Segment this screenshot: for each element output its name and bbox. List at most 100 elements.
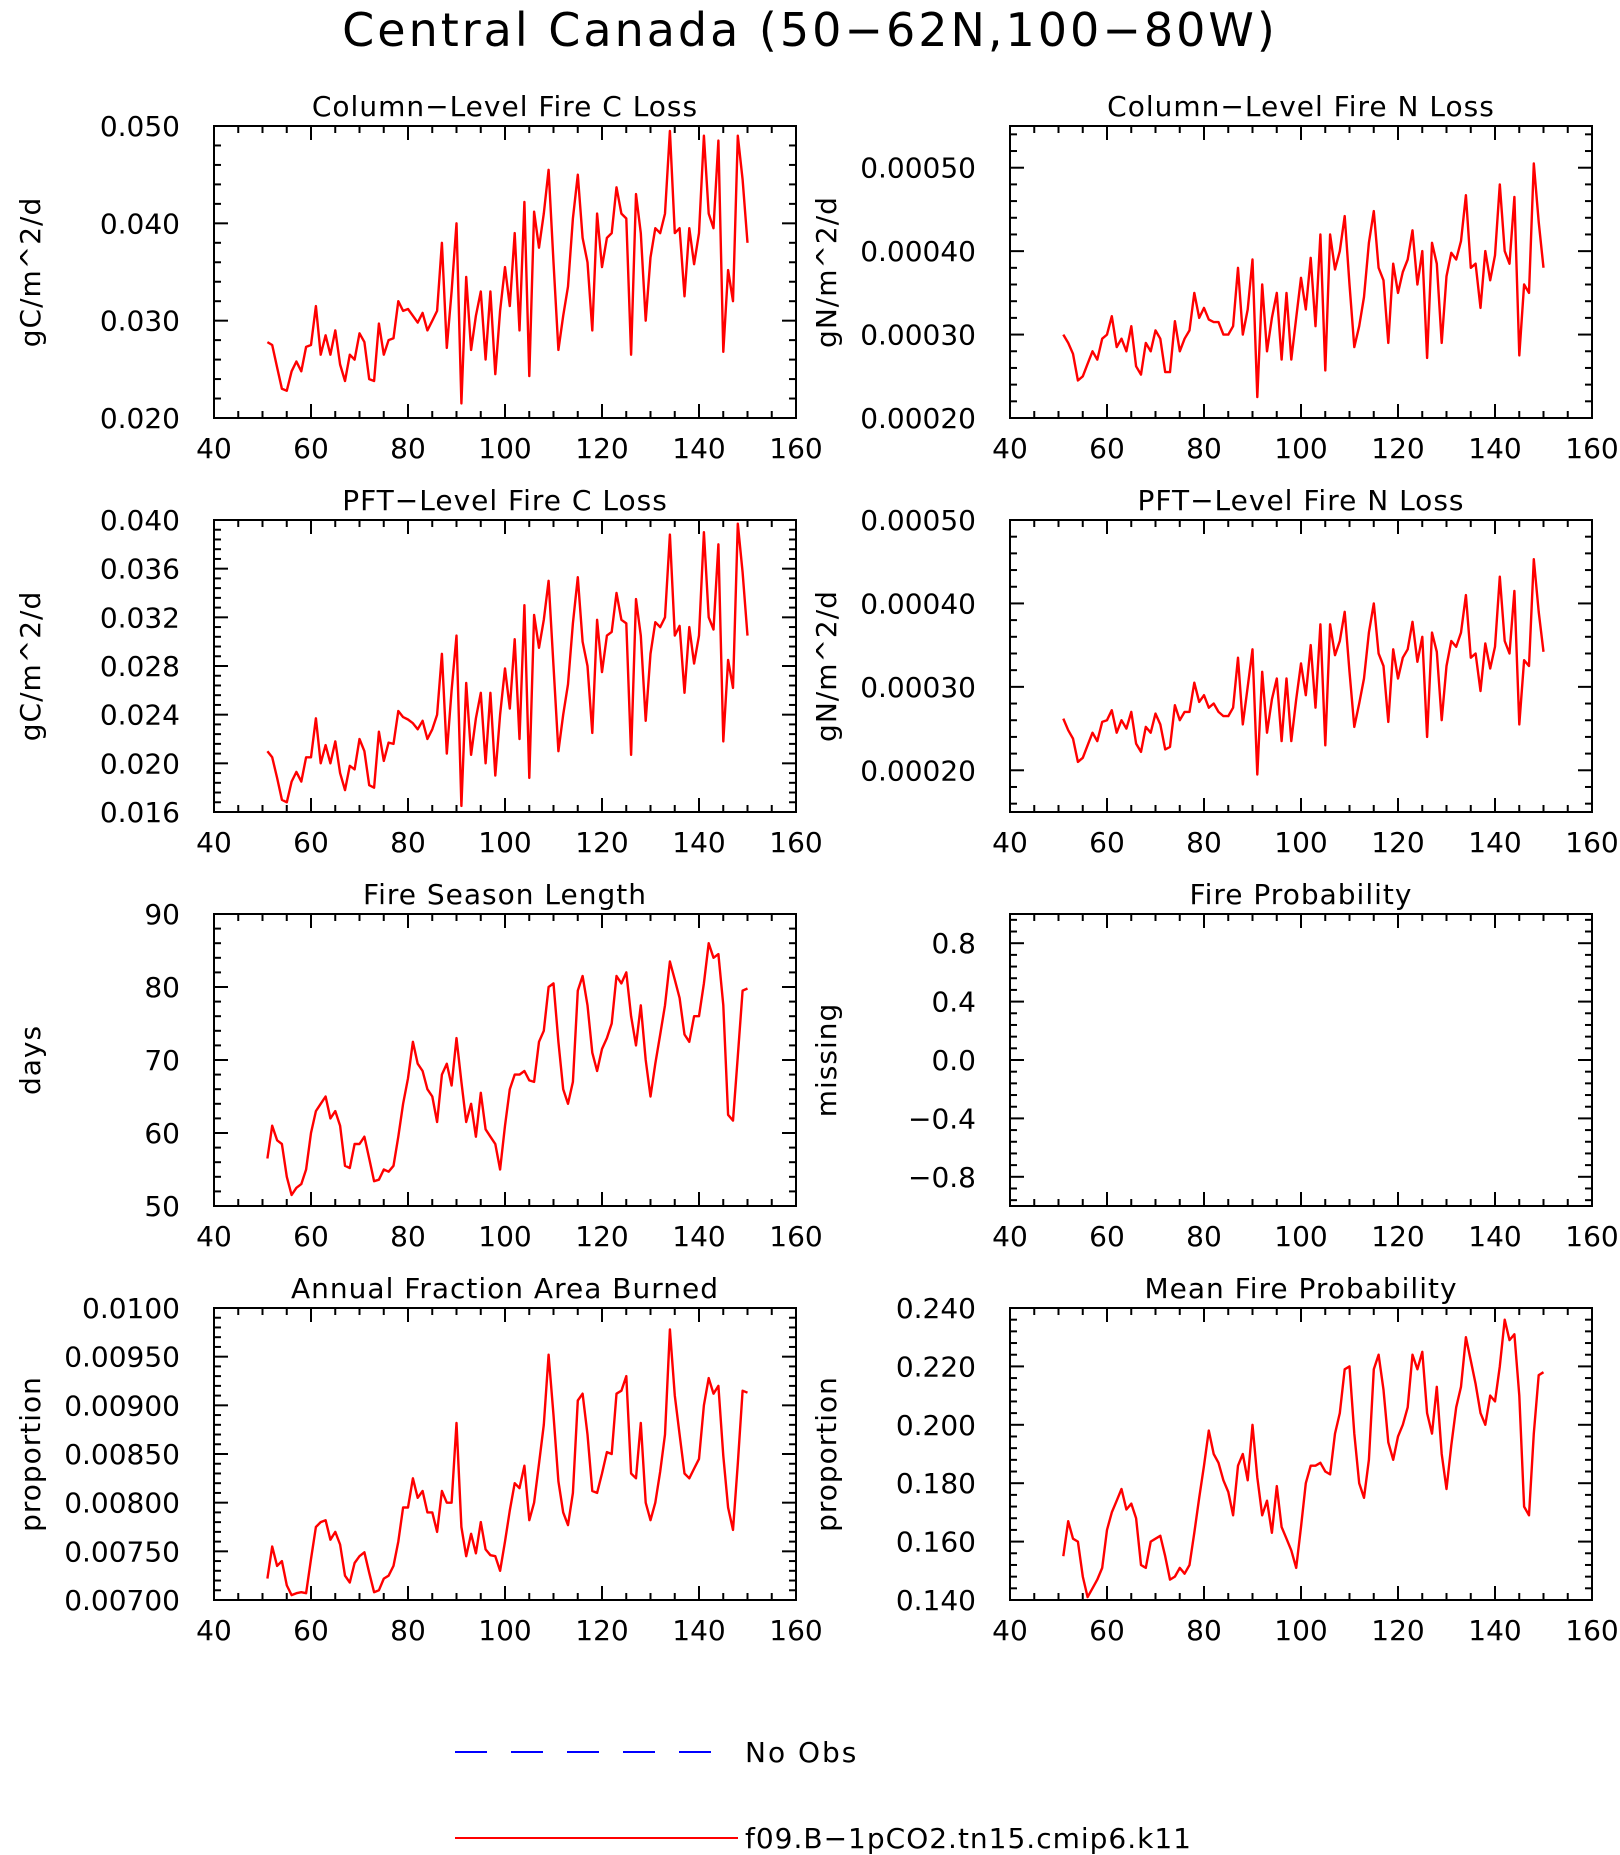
legend: No Obs f09.B−1pCO2.tn15.cmip6.k11 (455, 1736, 1192, 1855)
x-tick-label: 60 (293, 1220, 329, 1253)
plot-frame (213, 1307, 797, 1601)
x-tick-label: 160 (769, 826, 822, 859)
x-tick-label: 60 (1089, 432, 1125, 465)
x-tick-label: 60 (293, 432, 329, 465)
y-tick-label: −0.8 (908, 1161, 976, 1194)
x-tick-label: 60 (1089, 1220, 1125, 1253)
y-tick-label: 0.00050 (860, 152, 976, 185)
x-tick-label: 40 (196, 1220, 232, 1253)
y-tick-label: 0.00040 (860, 587, 976, 620)
y-axis-label: gC/m^2/d (14, 591, 47, 742)
plot-title: Fire Probability (1190, 878, 1413, 911)
x-tick-label: 120 (1371, 1220, 1424, 1253)
y-tick-label: 80 (144, 971, 180, 1004)
series-line (1062, 162, 1545, 399)
y-tick-label: 0.030 (100, 305, 180, 338)
x-tick-label: 40 (196, 1614, 232, 1647)
x-tick-label: 80 (390, 826, 426, 859)
y-tick-label: 60 (144, 1117, 180, 1150)
y-tick-label: 0.020 (100, 402, 180, 435)
y-tick-label: 0.4 (931, 986, 976, 1019)
y-axis-label: gC/m^2/d (14, 197, 47, 348)
x-tick-label: 140 (672, 432, 725, 465)
y-tick-label: 0.00030 (860, 671, 976, 704)
plot-frame (1009, 1307, 1593, 1601)
y-axis-label: days (14, 1025, 47, 1095)
y-axis-label: missing (810, 1003, 843, 1118)
series-line (266, 1328, 748, 1597)
x-tick-label: 80 (390, 432, 426, 465)
y-tick-label: 0.00850 (64, 1438, 180, 1471)
y-tick-label: 0.040 (100, 504, 180, 537)
x-tick-label: 100 (1274, 826, 1327, 859)
chart-mean-fire-probability: Mean Fire Probability proportion 40 60 80 100… (810, 1272, 1619, 1647)
x-tick-label: 160 (1565, 826, 1618, 859)
x-tick-label: 60 (1089, 1614, 1125, 1647)
x-tick-label: 80 (1186, 1614, 1222, 1647)
plot-frame (213, 913, 797, 1207)
y-tick-label: 0.180 (896, 1467, 976, 1500)
series-line (1062, 1318, 1545, 1599)
y-tick-label: 0.028 (100, 650, 180, 683)
y-tick-label: 0.00040 (860, 235, 976, 268)
series-line (266, 522, 749, 808)
series-line (1062, 558, 1545, 776)
legend-obs-label: No Obs (745, 1736, 858, 1769)
chart-column-c-loss: Column−Level Fire C Loss gC/m^2/d 40 60 80 10… (14, 90, 823, 465)
x-tick-label: 160 (769, 1614, 822, 1647)
plot-frame (1009, 125, 1593, 419)
y-tick-label: 0.8 (931, 927, 976, 960)
x-tick-label: 120 (575, 432, 628, 465)
y-tick-label: 0.0100 (82, 1292, 180, 1325)
x-tick-label: 80 (1186, 1220, 1222, 1253)
x-tick-label: 100 (1274, 1614, 1327, 1647)
y-axis-label: proportion (810, 1376, 843, 1532)
x-tick-label: 40 (196, 432, 232, 465)
y-tick-label: 0.00950 (64, 1341, 180, 1374)
y-tick-label: −0.4 (908, 1102, 976, 1135)
x-tick-label: 160 (769, 1220, 822, 1253)
y-tick-label: 0.00900 (64, 1389, 180, 1422)
legend-model-label: f09.B−1pCO2.tn15.cmip6.k11 (745, 1822, 1192, 1855)
y-tick-label: 0.00020 (860, 754, 976, 787)
x-tick-label: 40 (196, 826, 232, 859)
plot-title: Column−Level Fire C Loss (312, 90, 698, 123)
plot-title: Mean Fire Probability (1144, 1272, 1457, 1305)
x-tick-label: 140 (1468, 1220, 1521, 1253)
x-tick-label: 140 (672, 1614, 725, 1647)
y-axis-label: proportion (14, 1376, 47, 1532)
x-tick-label: 80 (1186, 432, 1222, 465)
x-tick-label: 160 (1565, 1614, 1618, 1647)
y-tick-label: 0.024 (100, 699, 180, 732)
y-tick-label: 0.020 (100, 747, 180, 780)
chart-pft-n-loss: PFT−Level Fire N Loss gN/m^2/d 40 60 80 100 12… (810, 484, 1619, 859)
x-tick-label: 60 (293, 826, 329, 859)
y-tick-label: 0.00050 (860, 504, 976, 537)
y-tick-label: 0.016 (100, 796, 180, 829)
x-tick-label: 60 (293, 1614, 329, 1647)
chart-pft-c-loss: PFT−Level Fire C Loss gC/m^2/d 40 60 80 100 12… (14, 484, 823, 859)
y-tick-label: 0.00020 (860, 402, 976, 435)
x-tick-label: 100 (478, 1220, 531, 1253)
series-line (266, 942, 748, 1197)
plot-title: Column−Level Fire N Loss (1107, 90, 1495, 123)
x-tick-label: 40 (992, 826, 1028, 859)
x-tick-label: 40 (992, 1614, 1028, 1647)
x-tick-label: 140 (1468, 1614, 1521, 1647)
y-tick-label: 0.160 (896, 1526, 976, 1559)
y-tick-label: 0.036 (100, 553, 180, 586)
y-tick-label: 0.00800 (64, 1487, 180, 1520)
x-tick-label: 80 (390, 1614, 426, 1647)
x-tick-label: 100 (478, 1614, 531, 1647)
plot-title: PFT−Level Fire N Loss (1137, 484, 1464, 517)
y-tick-label: 0.032 (100, 601, 180, 634)
x-tick-label: 60 (1089, 826, 1125, 859)
y-tick-label: 50 (144, 1190, 180, 1223)
y-axis-label: gN/m^2/d (810, 196, 843, 348)
chart-fire-probability: Fire Probability missing 40 60 80 100 120 140 16… (810, 878, 1619, 1253)
x-tick-label: 120 (1371, 432, 1424, 465)
x-tick-label: 140 (672, 826, 725, 859)
y-tick-label: 0.040 (100, 207, 180, 240)
x-tick-label: 100 (1274, 432, 1327, 465)
x-tick-label: 140 (672, 1220, 725, 1253)
